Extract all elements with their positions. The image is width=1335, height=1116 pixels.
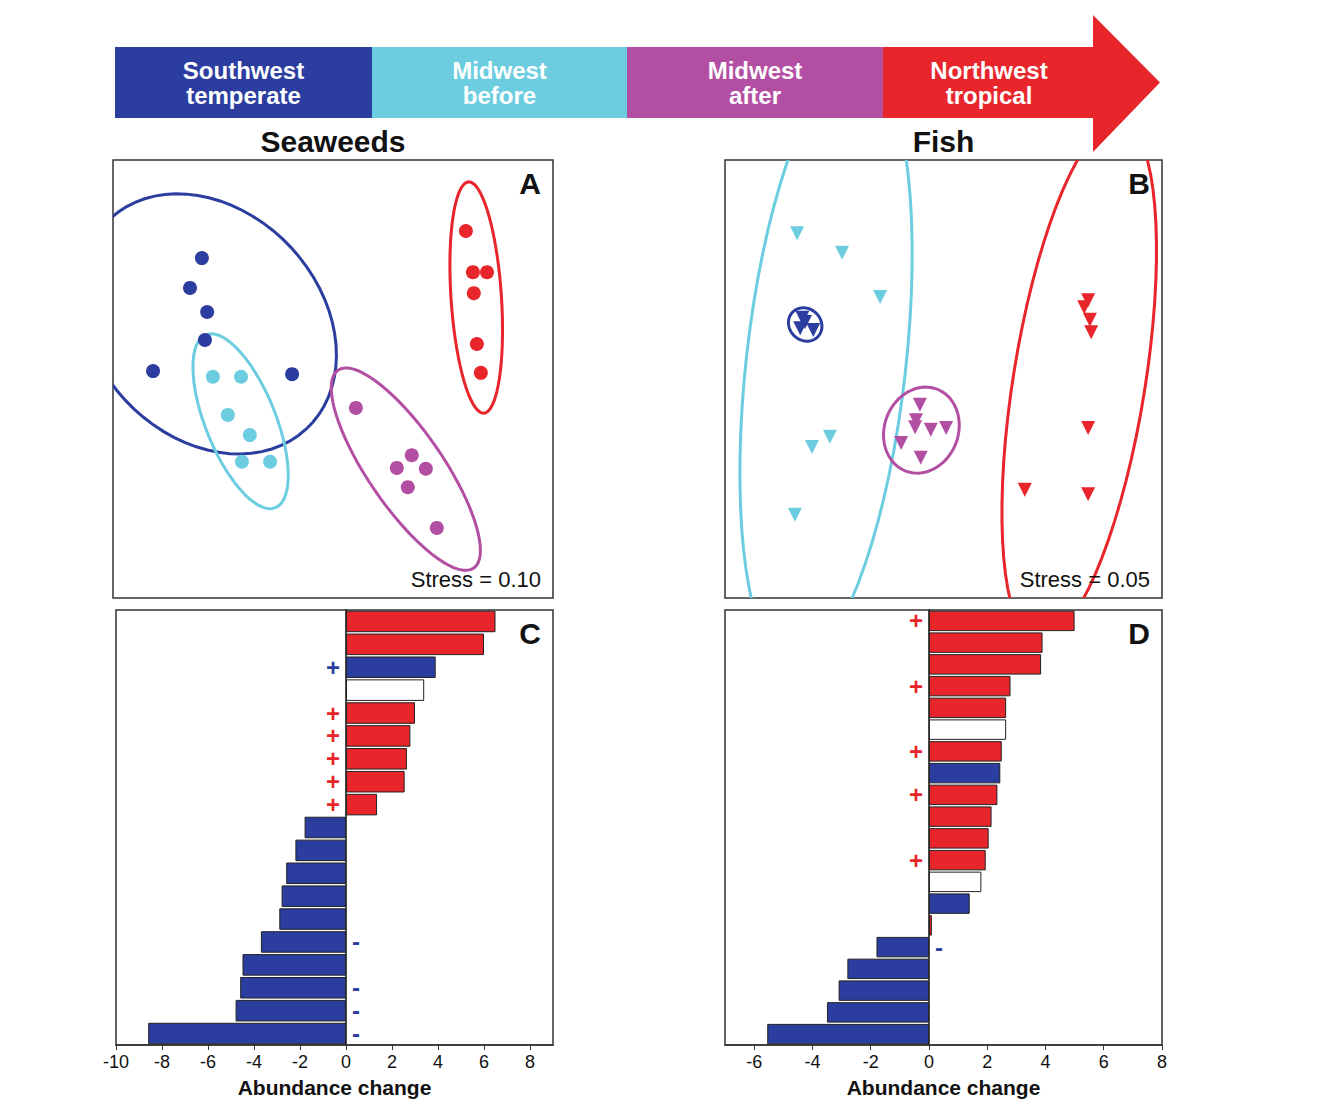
svg-text:-6: -6 [200, 1052, 216, 1072]
svg-text:8: 8 [525, 1052, 535, 1072]
svg-text:Abundance change: Abundance change [238, 1076, 432, 1099]
svg-text:Northwest: Northwest [930, 57, 1047, 84]
svg-text:-2: -2 [292, 1052, 308, 1072]
svg-text:A: A [519, 167, 541, 200]
svg-text:after: after [729, 82, 781, 109]
svg-text:Fish: Fish [913, 125, 975, 158]
svg-text:-2: -2 [863, 1052, 879, 1072]
svg-text:+: + [326, 791, 340, 818]
svg-text:+: + [909, 847, 923, 874]
svg-text:-: - [935, 934, 943, 961]
svg-text:Midwest: Midwest [708, 57, 803, 84]
svg-text:0: 0 [924, 1052, 934, 1072]
svg-text:2: 2 [387, 1052, 397, 1072]
svg-text:temperate: temperate [186, 82, 301, 109]
svg-text:0: 0 [341, 1052, 351, 1072]
svg-text:Abundance change: Abundance change [847, 1076, 1041, 1099]
svg-text:-6: -6 [746, 1052, 762, 1072]
svg-text:4: 4 [433, 1052, 443, 1072]
svg-text:8: 8 [1157, 1052, 1167, 1072]
svg-text:before: before [463, 82, 536, 109]
svg-text:Southwest: Southwest [183, 57, 304, 84]
svg-text:+: + [909, 781, 923, 808]
svg-text:Seaweeds: Seaweeds [260, 125, 405, 158]
svg-text:-8: -8 [154, 1052, 170, 1072]
svg-text:-: - [352, 1020, 360, 1047]
svg-text:Midwest: Midwest [452, 57, 547, 84]
svg-text:4: 4 [1040, 1052, 1050, 1072]
svg-text:-10: -10 [103, 1052, 129, 1072]
svg-text:tropical: tropical [946, 82, 1033, 109]
svg-text:-4: -4 [246, 1052, 262, 1072]
svg-text:C: C [519, 617, 541, 650]
svg-text:6: 6 [479, 1052, 489, 1072]
svg-text:+: + [909, 673, 923, 700]
svg-text:2: 2 [982, 1052, 992, 1072]
svg-text:B: B [1128, 167, 1150, 200]
svg-text:Stress = 0.10: Stress = 0.10 [411, 567, 541, 592]
svg-text:+: + [326, 654, 340, 681]
svg-text:6: 6 [1099, 1052, 1109, 1072]
svg-text:D: D [1128, 617, 1150, 650]
svg-text:Stress = 0.05: Stress = 0.05 [1020, 567, 1150, 592]
svg-text:+: + [909, 607, 923, 634]
svg-text:-4: -4 [804, 1052, 820, 1072]
svg-text:+: + [909, 738, 923, 765]
svg-text:-: - [352, 928, 360, 955]
